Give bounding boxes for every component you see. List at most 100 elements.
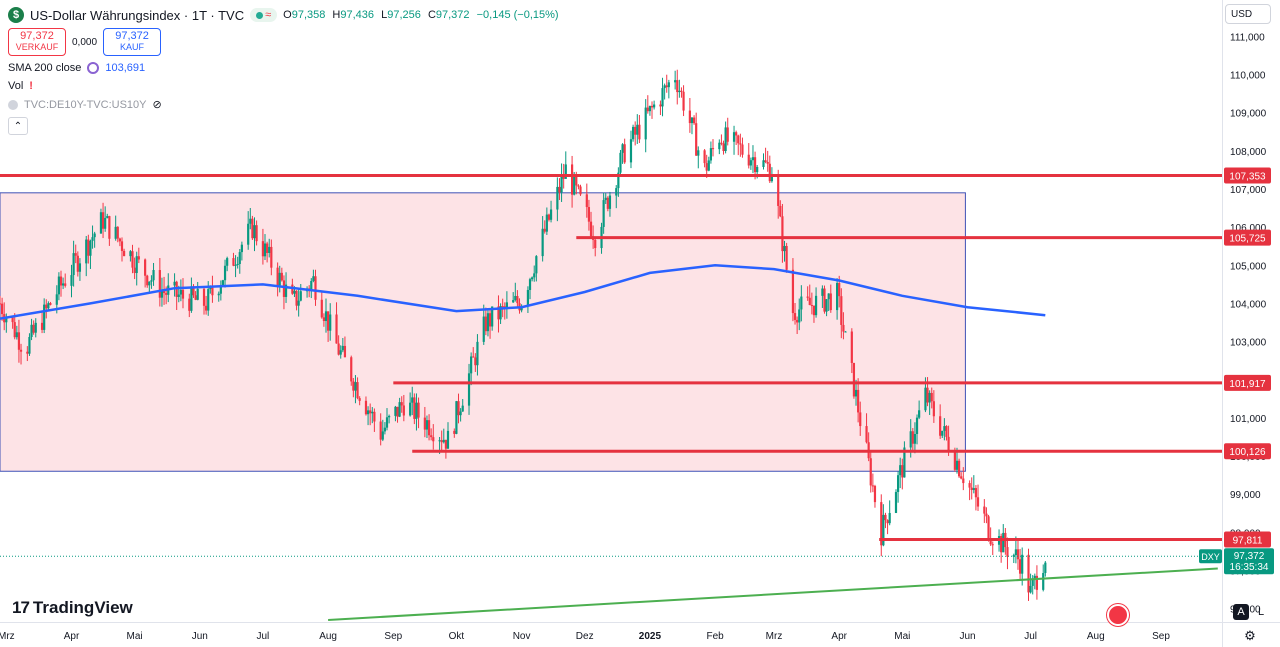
vol-legend[interactable]: Vol ! <box>8 80 563 92</box>
candle-body <box>438 440 441 442</box>
candle-body <box>514 295 517 301</box>
compare-legend[interactable]: TVC:DE10Y-TVC:US10Y ⊘ <box>8 98 563 111</box>
candle-body <box>623 144 626 163</box>
candle-body <box>859 412 862 427</box>
candle-body <box>735 132 738 136</box>
candle-body <box>232 258 235 266</box>
candle-body <box>991 544 994 546</box>
candle-body <box>343 345 347 358</box>
candle-body <box>661 88 664 107</box>
cycle-icon[interactable] <box>87 62 100 74</box>
candle-body <box>398 402 401 417</box>
candle-body <box>711 148 715 150</box>
candle-body <box>911 431 914 444</box>
candle-body <box>836 283 839 311</box>
time-tick-label: 2025 <box>639 631 662 642</box>
time-tick-label: Dez <box>576 631 594 642</box>
candle-body <box>695 123 698 156</box>
sma-200-line <box>0 264 1046 320</box>
candle-body <box>812 305 816 316</box>
candle-body <box>11 317 14 323</box>
auto-scale-button[interactable]: A <box>1233 604 1249 620</box>
tradingview-logo[interactable]: 17 TradingView <box>12 598 133 618</box>
price-tick-label: 101,000 <box>1230 414 1267 425</box>
candle-body <box>850 331 853 363</box>
candle-body <box>295 290 298 306</box>
candle-body <box>512 300 515 303</box>
candle-body <box>806 296 809 298</box>
candle-body <box>928 392 931 403</box>
level-price-label: 100,126 <box>1229 447 1266 458</box>
candle-body <box>764 160 767 162</box>
candle-body <box>924 387 927 411</box>
us-flag-icon[interactable] <box>1107 604 1129 626</box>
candle-body <box>939 416 942 436</box>
warning-icon[interactable]: ! <box>29 80 33 92</box>
symbol-badge[interactable]: $ <box>8 7 24 23</box>
candle-body <box>659 104 662 107</box>
market-open-dot <box>256 11 264 19</box>
price-tick-label: 107,000 <box>1230 185 1267 196</box>
log-scale-button[interactable]: L <box>1257 606 1265 618</box>
candle-body <box>179 289 182 295</box>
candle-body <box>43 304 46 330</box>
candle-body <box>247 223 250 245</box>
candle-body <box>781 216 784 252</box>
gear-icon[interactable]: ⚙ <box>1244 628 1256 643</box>
candle-body <box>741 144 744 155</box>
candle-body <box>158 270 161 298</box>
candle-body <box>240 244 243 253</box>
candle-body <box>749 160 752 166</box>
candle-body <box>737 135 740 144</box>
candle-body <box>785 245 788 270</box>
candle-body <box>15 332 18 338</box>
sma-legend[interactable]: SMA 200 close 103,691 <box>8 62 563 74</box>
candle-body <box>358 398 361 401</box>
candle-body <box>379 421 382 440</box>
candle-body <box>577 185 580 187</box>
candle-body <box>516 295 519 304</box>
symbol-title[interactable]: US-Dollar Währungsindex · 1T · TVC <box>30 7 245 23</box>
candle-body <box>1000 536 1003 553</box>
chevron-up-icon: ⌃ <box>13 120 23 132</box>
candle-body <box>884 514 887 521</box>
candle-body <box>310 280 313 291</box>
candle-body <box>707 160 710 171</box>
price-tick-label: 103,000 <box>1230 338 1267 349</box>
ohlc-open-label: O <box>283 9 292 21</box>
candle-body <box>678 90 681 93</box>
candle-body <box>278 272 281 286</box>
buy-button[interactable]: 97,372 KAUF <box>103 28 162 56</box>
candle-body <box>457 401 460 416</box>
candle-body <box>751 157 755 161</box>
candle-body <box>535 256 538 274</box>
candle-body <box>446 430 450 449</box>
candle-body <box>932 401 935 417</box>
time-tick-label: Sep <box>384 631 402 642</box>
eye-slash-icon[interactable]: ⊘ <box>152 99 162 111</box>
sell-button[interactable]: 97,372 VERKAUF <box>8 28 66 56</box>
collapse-legend-button[interactable]: ⌃ <box>8 117 28 135</box>
candle-body <box>205 305 208 311</box>
candle-body <box>341 345 344 351</box>
candle-body <box>564 164 567 179</box>
candle-body <box>615 188 618 196</box>
candle-body <box>427 420 431 436</box>
market-status[interactable]: ≈ <box>250 8 278 22</box>
candle-body <box>430 435 433 438</box>
candle-body <box>64 283 67 286</box>
candle-body <box>844 331 847 333</box>
candle-body <box>726 127 729 142</box>
candle-body <box>1031 579 1034 586</box>
level-price-label: 97,811 <box>1233 535 1263 546</box>
candle-body <box>560 175 563 193</box>
price-tick-label: 108,000 <box>1230 147 1267 158</box>
currency-selector[interactable]: USD <box>1225 4 1271 24</box>
candle-body <box>484 316 487 332</box>
candle-body <box>621 144 624 153</box>
tradingview-mark: 17 <box>12 598 30 617</box>
candle-body <box>381 431 384 440</box>
candle-body <box>223 265 227 281</box>
candle-body <box>756 167 759 173</box>
